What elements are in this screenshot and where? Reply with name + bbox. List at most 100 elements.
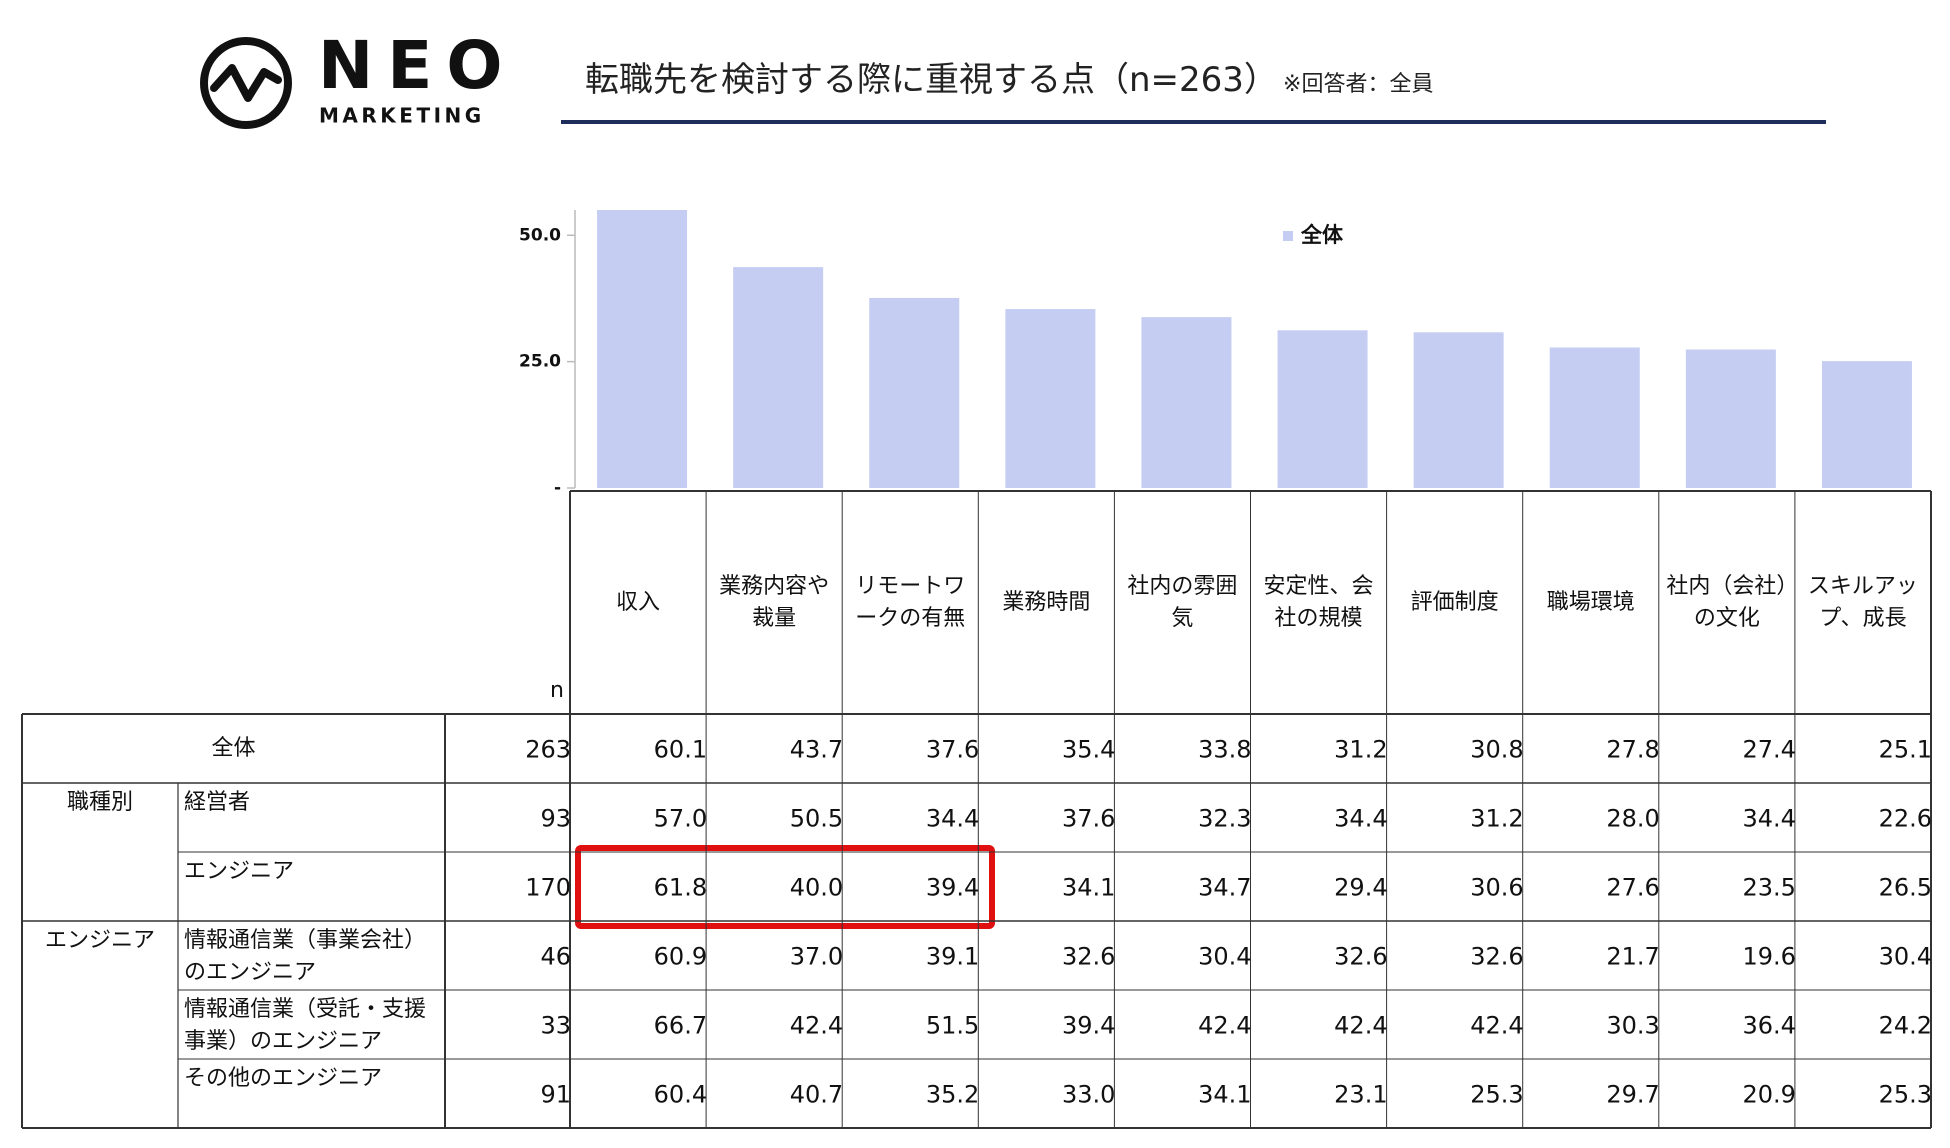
cell-value: 25.1 [1879, 736, 1932, 764]
cell-value: 30.6 [1470, 874, 1523, 902]
cell-value: 33.0 [1062, 1081, 1115, 1109]
column-header: スキルアップ、成長 [1807, 573, 1918, 631]
cell-value: 23.5 [1742, 874, 1795, 902]
n-value: 263 [525, 736, 571, 764]
cell-value: 35.2 [926, 1081, 979, 1109]
cell-value: 32.6 [1334, 943, 1387, 971]
bar [1141, 317, 1232, 488]
cell-value: 37.6 [1062, 805, 1115, 833]
cell-value: 50.5 [790, 805, 843, 833]
row-label: 情報通信業（事業会社）のエンジニア [184, 928, 427, 985]
bar [733, 267, 824, 488]
cell-value: 21.7 [1606, 943, 1659, 971]
cell-value: 29.4 [1334, 874, 1387, 902]
row-label: エンジニア [184, 859, 295, 884]
cell-value: 37.6 [926, 736, 979, 764]
y-tick-label: - [554, 478, 561, 498]
cell-value: 43.7 [790, 736, 843, 764]
n-label: n [550, 678, 564, 704]
column-header: 社内の雰囲気 [1127, 573, 1238, 631]
title-block: 転職先を検討する際に重視する点（n=263） ※回答者：全員 [585, 52, 1433, 101]
bar [1277, 330, 1368, 488]
column-header: 業務内容や裁量 [719, 573, 830, 631]
cell-value: 51.5 [926, 1012, 979, 1040]
row-label: 情報通信業（受託・支援事業）のエンジニア [184, 997, 427, 1054]
cell-value: 66.7 [654, 1012, 707, 1040]
column-header: 業務時間 [1002, 589, 1091, 615]
column-header: 社内（会社）の文化 [1666, 573, 1788, 631]
bar [597, 210, 688, 488]
cell-value: 25.3 [1879, 1081, 1932, 1109]
cell-value: 34.1 [1198, 1081, 1251, 1109]
cell-value: 39.4 [1062, 1012, 1115, 1040]
n-value: 170 [525, 874, 571, 902]
column-header: リモートワークの有無 [855, 573, 966, 631]
cell-value: 30.3 [1606, 1012, 1659, 1040]
cell-value: 28.0 [1606, 805, 1659, 833]
cell-value: 42.4 [790, 1012, 843, 1040]
title: 転職先を検討する際に重視する点（n=263） [585, 60, 1278, 100]
logo-name: NEO [318, 27, 516, 104]
cell-value: 39.1 [926, 943, 979, 971]
cell-value: 42.4 [1198, 1012, 1251, 1040]
column-header: 収入 [616, 589, 661, 615]
cell-value: 60.4 [654, 1081, 707, 1109]
group-label: エンジニア [44, 928, 155, 953]
cell-value: 35.4 [1062, 736, 1115, 764]
n-value: 93 [540, 805, 571, 833]
cell-value: 27.4 [1742, 736, 1795, 764]
cell-value: 34.7 [1198, 874, 1251, 902]
column-header: 評価制度 [1410, 589, 1499, 615]
cell-value: 30.4 [1198, 943, 1251, 971]
cell-value: 30.4 [1879, 943, 1932, 971]
bar [869, 297, 960, 488]
row-label: その他のエンジニア [184, 1066, 383, 1091]
cell-value: 24.2 [1879, 1012, 1932, 1040]
cell-value: 40.7 [790, 1081, 843, 1109]
cell-value: 36.4 [1742, 1012, 1795, 1040]
cell-value: 57.0 [654, 805, 707, 833]
cell-value: 27.8 [1606, 736, 1659, 764]
column-header: 安定性、会社の規模 [1263, 573, 1374, 631]
cell-value: 26.5 [1879, 874, 1932, 902]
legend-label: 全体 [1300, 223, 1344, 247]
cell-value: 25.3 [1470, 1081, 1523, 1109]
n-value: 33 [540, 1012, 571, 1040]
cell-value: 60.1 [654, 736, 707, 764]
cell-value: 29.7 [1606, 1081, 1659, 1109]
cell-value: 32.3 [1198, 805, 1251, 833]
cell-value: 31.2 [1334, 736, 1387, 764]
cell-value: 27.6 [1606, 874, 1659, 902]
bar [1685, 349, 1776, 488]
cell-value: 61.8 [654, 874, 707, 902]
cell-value: 42.4 [1334, 1012, 1387, 1040]
column-header: 職場環境 [1546, 589, 1635, 615]
n-value: 91 [540, 1081, 571, 1109]
plot-area [597, 210, 1912, 488]
row-label: 全体 [211, 735, 256, 761]
row-label: 経営者 [184, 790, 251, 815]
logo-ring [200, 37, 292, 129]
cell-value: 40.0 [790, 874, 843, 902]
cell-value: 34.4 [1742, 805, 1795, 833]
bar [1005, 309, 1096, 488]
bar [1821, 361, 1912, 488]
cell-value: 34.4 [926, 805, 979, 833]
bar [1413, 332, 1504, 488]
cell-value: 31.2 [1470, 805, 1523, 833]
y-tick-label: 25.0 [519, 352, 561, 372]
cell-value: 22.6 [1879, 805, 1932, 833]
cell-value: 20.9 [1742, 1081, 1795, 1109]
cell-value: 37.0 [790, 943, 843, 971]
cell-value: 33.8 [1198, 736, 1251, 764]
group-label: 職種別 [66, 790, 133, 815]
cell-value: 32.6 [1062, 943, 1115, 971]
note: ※回答者：全員 [1283, 72, 1434, 97]
cell-value: 32.6 [1470, 943, 1523, 971]
cell-value: 60.9 [654, 943, 707, 971]
highlight-box [575, 845, 995, 929]
cell-value: 23.1 [1334, 1081, 1387, 1109]
logo-mark [210, 64, 282, 102]
logo-sub: MARKETING [319, 104, 485, 128]
